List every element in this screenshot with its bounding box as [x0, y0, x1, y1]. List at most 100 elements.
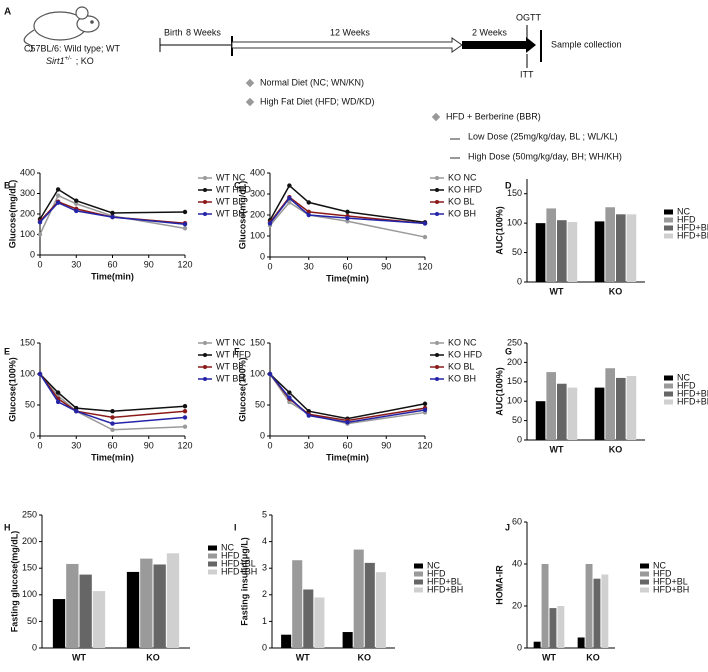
y-tick-label: 0 [517, 276, 522, 286]
x-tick-label: 90 [144, 440, 154, 450]
data-point [74, 409, 79, 414]
y-tick-label: 200 [20, 208, 35, 218]
panel-label: C [234, 180, 241, 190]
data-point [287, 183, 292, 188]
y-tick-label: 4 [262, 536, 267, 546]
data-point [182, 409, 188, 414]
data-point [110, 409, 115, 414]
legend-label: HFD+BH [677, 230, 708, 240]
x-tick-label: KO [586, 652, 600, 662]
bar [567, 221, 578, 282]
bar [616, 214, 626, 282]
bar [546, 372, 556, 440]
data-point [55, 390, 61, 395]
x-tick-label: KO [609, 286, 623, 296]
x-tick-label: WT [542, 652, 556, 662]
legend-marker [435, 212, 439, 216]
y-tick-label: 0 [517, 434, 522, 444]
y-tick-label: 40 [512, 558, 522, 568]
data-point [110, 421, 115, 426]
bar [140, 558, 153, 648]
x-axis-label: Time(min) [91, 271, 134, 281]
y-tick-label: 250 [22, 509, 37, 519]
bar [557, 606, 565, 648]
ko-label: Sirt1+/- ; KO [46, 56, 94, 67]
y-tick-label: 50 [512, 415, 522, 425]
itt-label: ITT [520, 69, 534, 79]
legend-label: HFD [677, 214, 696, 224]
x-tick-label: 30 [71, 259, 81, 269]
y-tick-label: 1 [262, 616, 267, 626]
data-point [422, 234, 428, 240]
legend-label: NC [653, 560, 666, 570]
series-line [269, 373, 426, 425]
legend-swatch [664, 383, 673, 389]
end-label: Sample collection [551, 39, 622, 49]
legend-swatch [664, 233, 673, 239]
y-tick-label: 100 [507, 218, 522, 228]
series-line [39, 373, 186, 412]
data-point [182, 415, 188, 420]
y-tick-label: 0 [30, 249, 35, 259]
data-point [306, 200, 311, 205]
y-axis-label: Glucose(100%) [7, 357, 17, 422]
x-tick-label: 90 [381, 440, 391, 450]
bar [126, 571, 140, 648]
y-tick-label: 150 [250, 337, 265, 347]
legend-swatch [414, 563, 423, 569]
legend-label: KO HFD [448, 349, 483, 359]
bar [166, 553, 180, 648]
legend-swatch [208, 569, 217, 575]
x-tick-label: 30 [71, 440, 81, 450]
bar [79, 574, 92, 648]
data-point [182, 404, 188, 409]
y-tick-label: 0 [260, 251, 265, 261]
legend-marker [435, 188, 439, 192]
y-tick-label: 150 [20, 337, 35, 347]
legend-label: HFD+BH [677, 396, 708, 406]
ko-gene: Sirt1 [46, 56, 65, 66]
legend-label: HFD [653, 568, 672, 578]
data-point [55, 399, 61, 405]
bar [601, 574, 609, 648]
phase-label: 2 Weeks [472, 27, 507, 37]
x-tick-label: 120 [417, 261, 432, 271]
legend-marker [435, 377, 439, 381]
panel-label: E [4, 346, 10, 356]
birth-label: Birth [164, 27, 183, 37]
y-tick-label: 0 [262, 642, 267, 652]
panel-label: G [505, 346, 512, 356]
y-axis-label: AUC(100%) [494, 367, 504, 416]
x-tick-label: 30 [304, 440, 314, 450]
ko-genotype: +/- [65, 56, 72, 62]
y-tick-label: 5 [262, 509, 267, 519]
legend-label: HFD+BL [653, 576, 688, 586]
y-tick-label: 150 [507, 188, 522, 198]
legend-marker [203, 212, 207, 216]
x-tick-label: 90 [144, 259, 154, 269]
data-point [110, 210, 115, 216]
x-tick-label: 120 [177, 259, 192, 269]
legend-swatch [208, 561, 217, 567]
data-point [55, 193, 61, 198]
bar [626, 375, 637, 440]
data-point [55, 200, 61, 205]
legend-label: HFD+BH [653, 584, 689, 594]
legend-marker [203, 365, 207, 369]
bar [92, 591, 106, 648]
legend-label: NC [677, 206, 690, 216]
y-axis-label: Glucose(mg/dL) [7, 180, 17, 249]
group-label: High Fat Diet (HFD; WD/KD) [260, 96, 375, 106]
legend-label: KO NC [448, 337, 477, 347]
legend-label: WT HFD [216, 349, 251, 359]
data-point [37, 232, 43, 237]
y-tick-label: 400 [250, 167, 265, 177]
data-point [110, 427, 115, 432]
group-label: HFD + Berberine (BBR) [446, 111, 541, 121]
x-tick-label: 60 [107, 259, 117, 269]
y-tick-label: 100 [250, 230, 265, 240]
legend-swatch [414, 571, 423, 577]
data-point [345, 219, 350, 224]
panel-label: J [505, 522, 510, 532]
legend-marker [203, 353, 207, 357]
